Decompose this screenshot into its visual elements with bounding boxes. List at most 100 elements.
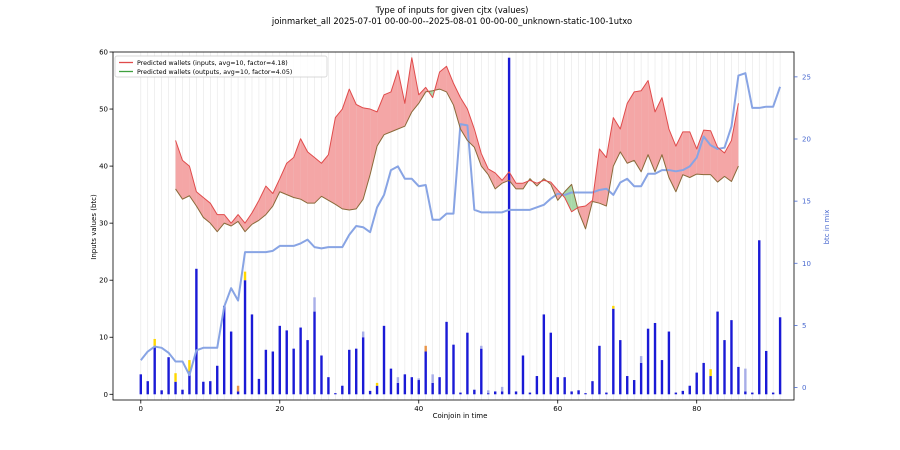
fill-segment (627, 91, 635, 164)
fill-segment (481, 153, 489, 175)
fill-segment (675, 131, 683, 192)
bar (174, 381, 177, 395)
bar (424, 351, 427, 395)
bar-cap (612, 305, 615, 309)
fill-segment (196, 191, 204, 218)
bar (146, 381, 149, 395)
bar (702, 362, 705, 395)
y2-tick-label: 25 (802, 73, 811, 81)
bar (438, 377, 441, 395)
bar (646, 328, 650, 395)
fill-segment (682, 131, 690, 178)
bar (612, 308, 615, 395)
bar (188, 371, 191, 395)
bar (327, 377, 330, 395)
line-inputs (175, 57, 739, 224)
line-outputs (175, 88, 739, 233)
bar (167, 357, 170, 395)
fill-segment (655, 97, 662, 172)
legend: Predicted wallets (inputs, avg=10, facto… (114, 55, 328, 78)
bar (348, 349, 351, 395)
fill-segment (731, 103, 739, 182)
bar (181, 389, 184, 395)
y2-axis-label: btc in mix (823, 210, 831, 245)
fill-segment (258, 186, 266, 221)
fill-segment (634, 90, 642, 172)
bar (626, 376, 629, 395)
bar (709, 376, 712, 395)
bar-cap (431, 374, 434, 383)
bar (410, 377, 414, 395)
fill-segment (238, 214, 246, 232)
fill-segment (661, 97, 669, 178)
bar (674, 392, 678, 395)
bar-cap (236, 385, 240, 392)
bar (195, 268, 198, 395)
bar (549, 332, 552, 395)
bar-cap (417, 378, 420, 381)
bar (758, 240, 761, 395)
bar (730, 320, 733, 395)
bar (299, 327, 302, 395)
bar (361, 337, 365, 395)
bar (285, 330, 288, 395)
series-lines (140, 57, 782, 377)
bar (355, 348, 358, 395)
fill-segment (578, 206, 586, 229)
bar (619, 340, 622, 395)
bar (667, 331, 671, 395)
bar (653, 322, 657, 395)
bar (493, 391, 497, 395)
fill-segment (411, 57, 419, 112)
bar (216, 365, 219, 395)
y-tick-label: 60 (99, 49, 108, 57)
bar (278, 325, 281, 395)
legend-box (114, 55, 328, 78)
bar (778, 317, 782, 395)
legend-label-inputs: Predicted wallets (inputs, avg=10, facto… (137, 60, 288, 67)
bar (487, 393, 490, 395)
bar (584, 393, 587, 395)
bar (250, 314, 254, 395)
fill-segment (474, 129, 482, 167)
input-bars (139, 57, 782, 395)
fill-segment (564, 184, 572, 212)
bar (716, 311, 719, 395)
bar (452, 344, 455, 395)
fill-segment (648, 80, 656, 172)
y-tick-label: 10 (99, 334, 108, 342)
bar (737, 366, 740, 395)
fill-segment (495, 172, 503, 189)
fill-segment (516, 183, 523, 189)
bar (257, 378, 261, 395)
bar (542, 314, 546, 395)
fill-segment (349, 89, 357, 211)
fill-segment (189, 166, 197, 207)
y-axis: 0 10 20 30 40 50 60 (99, 49, 113, 399)
fill-segment (328, 117, 336, 205)
bar (688, 385, 691, 395)
fill-segment (689, 131, 697, 178)
x-tick-label: 40 (414, 405, 423, 413)
bar (389, 368, 393, 395)
bar-cap (361, 331, 365, 338)
bar (403, 374, 407, 395)
fill-segment (397, 70, 405, 130)
bar (744, 391, 747, 395)
bar (375, 385, 379, 395)
fill-segment (404, 57, 412, 127)
fill-segment (717, 147, 725, 183)
fill-segment (668, 129, 676, 192)
bar (577, 390, 580, 395)
bar-cap (744, 368, 747, 392)
bar-cap (243, 271, 247, 281)
fill-segment (606, 117, 614, 207)
fill-segment (335, 109, 343, 209)
bar (229, 331, 233, 395)
x-axis: 0 20 40 60 80 (139, 400, 701, 413)
bar (514, 391, 518, 395)
bar (320, 355, 323, 395)
bar (563, 377, 566, 395)
fill-segment (613, 117, 621, 167)
